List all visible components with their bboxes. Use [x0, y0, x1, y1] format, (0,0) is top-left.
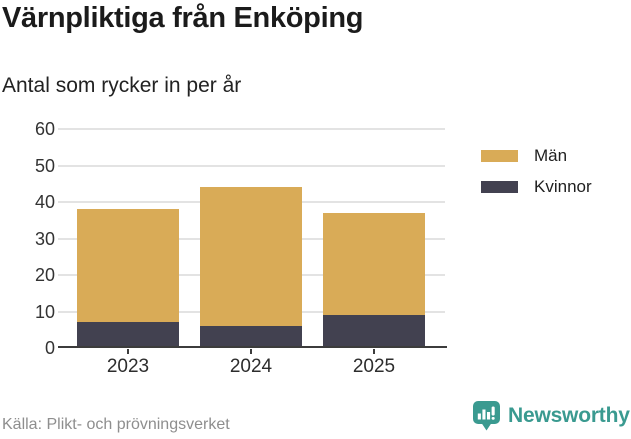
x-tick-label-2025: 2025 [352, 356, 396, 377]
x-tick-label-2023: 2023 [106, 356, 150, 377]
bar-kvinnor-2025 [323, 315, 425, 348]
bar-män-2025 [323, 212, 425, 316]
bar-kvinnor-2023 [77, 322, 179, 348]
chart-title: Värnpliktiga från Enköping [2, 2, 364, 34]
chart-subtitle: Antal som rycker in per år [2, 74, 242, 97]
legend: Män Kvinnor [481, 146, 592, 197]
y-tick-label-30: 30 [34, 228, 55, 249]
x-tick-2024 [250, 349, 252, 354]
legend-swatch-women [481, 181, 518, 193]
y-tick-label-50: 50 [34, 155, 55, 176]
x-axis-line [58, 346, 447, 348]
newsworthy-icon [473, 401, 500, 431]
newsworthy-wordmark: Newsworthy [508, 404, 630, 427]
legend-label-men: Män [534, 146, 568, 165]
y-tick-label-0: 0 [44, 338, 55, 358]
x-tick-2023 [127, 349, 129, 354]
x-tick-label-2024: 2024 [229, 356, 273, 377]
y-tick-label-20: 20 [34, 265, 55, 285]
plot-area [58, 128, 445, 348]
legend-swatch-men [481, 150, 518, 162]
gridline-60 [58, 128, 445, 130]
bar-kvinnor-2024 [200, 326, 302, 348]
legend-item-men: Män [481, 146, 592, 166]
x-tick-2025 [373, 349, 375, 354]
newsworthy-logo: Newsworthy [472, 400, 630, 432]
bar-män-2024 [200, 187, 302, 327]
legend-item-women: Kvinnor [481, 177, 592, 197]
gridline-50 [58, 164, 445, 167]
y-tick-label-40: 40 [34, 192, 55, 212]
y-tick-label-60: 60 [34, 119, 55, 139]
bar-män-2023 [77, 209, 179, 323]
legend-label-women: Kvinnor [534, 177, 592, 196]
y-tick-label-10: 10 [34, 301, 55, 322]
source-text: Källa: Plikt- och prövningsverket [2, 416, 230, 433]
